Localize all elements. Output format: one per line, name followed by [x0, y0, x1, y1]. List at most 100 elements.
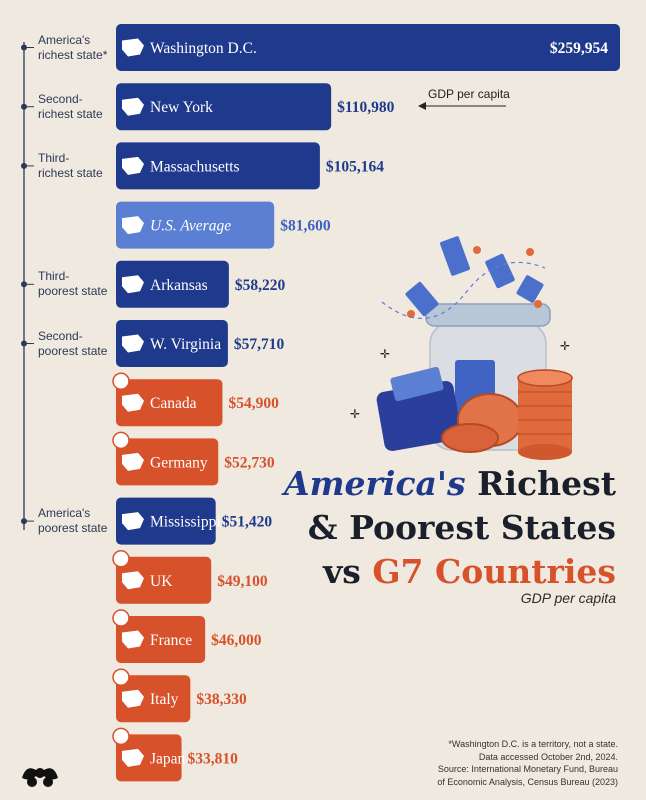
wallet-bills-icon: [390, 366, 444, 402]
bar-value-label: $105,164: [326, 158, 384, 175]
rank-annotation-line: poorest state: [38, 284, 108, 299]
bar-value-label: $54,900: [228, 395, 279, 412]
bar: [116, 201, 275, 249]
rank-annotation-line: Second-: [38, 91, 83, 106]
banknote-icon: [485, 253, 515, 289]
title-part: G7 Countries: [372, 552, 616, 591]
state-map-icon: [122, 275, 144, 294]
bar: [116, 734, 182, 782]
coin-icon: [441, 423, 499, 453]
rank-annotation-line: richest state: [38, 106, 103, 121]
bar: [116, 320, 228, 367]
bar: [116, 260, 229, 308]
country-map-icon: [122, 452, 144, 471]
sparkle-icon: ✛: [380, 347, 390, 361]
sparkle-icon: ✛: [350, 407, 360, 421]
bar: [116, 379, 223, 427]
sparkle-icon: ✛: [560, 339, 570, 353]
state-map-icon: [122, 97, 144, 116]
footnote-line: of Economic Analysis, Census Bureau (202…: [437, 776, 618, 787]
jar-lid-icon: [425, 303, 551, 327]
bar-value-label: $38,330: [196, 691, 247, 708]
rank-annotation: Second-poorest state: [38, 329, 118, 359]
bar: [116, 675, 191, 723]
bar-category-label: UK: [150, 573, 173, 590]
title-part: & Poorest States: [307, 508, 616, 547]
coin-stack-icon: [517, 369, 573, 460]
country-map-icon: [122, 630, 144, 649]
rank-annotation: America's richest state*: [38, 33, 118, 63]
title-part: vs: [323, 552, 361, 591]
bar-category-label: U.S. Average: [150, 218, 231, 235]
bar-category-label: Japan: [150, 750, 186, 767]
flag-icon: [112, 609, 130, 627]
bar-value-label: $259,954: [550, 40, 608, 57]
bar-value-label: $57,710: [234, 336, 285, 353]
flag-icon: [112, 668, 130, 686]
flag-icon: [112, 550, 130, 568]
bar-value-label: $51,420: [222, 514, 273, 531]
illustration-money-jar: ✛ ✛ ✛: [350, 236, 573, 460]
country-map-icon: [122, 748, 144, 767]
flag-icon: [112, 727, 130, 746]
bar-category-label: France: [150, 632, 192, 649]
rank-annotation-line: richest state: [38, 165, 103, 180]
coin-icon: [534, 300, 542, 308]
footnote: *Washington D.C. is a territory, not a s…: [437, 738, 618, 788]
bar: [116, 616, 206, 663]
chart-subtitle: GDP per capita: [520, 590, 616, 606]
coin-icon: [473, 246, 481, 254]
coin-icon: [407, 310, 415, 318]
banknote-icon: [405, 281, 439, 317]
footnote-line: *Washington D.C. is a territory, not a s…: [448, 739, 618, 749]
bar-category-label: Arkansas: [150, 277, 208, 294]
flag-icon: [112, 431, 130, 450]
footnote-line: Source: International Monetary Fund, Bur…: [437, 764, 618, 774]
state-map-icon: [122, 156, 144, 175]
state-map-icon: [122, 334, 144, 353]
bar-category-label: Canada: [150, 395, 197, 412]
flag-icon: [112, 372, 130, 390]
bar-value-label: $58,220: [235, 277, 286, 294]
rank-annotation-line: Third-: [38, 150, 70, 165]
rank-annotation: America's poorest state: [38, 506, 118, 536]
dashed-arc: [381, 261, 546, 319]
callout-arrowhead: [418, 102, 426, 110]
bar-category-label: W. Virginia: [150, 336, 221, 353]
rank-annotation-line: poorest state: [38, 343, 108, 358]
banknote-icon: [516, 275, 544, 303]
rank-annotation-line: Second-: [38, 328, 83, 343]
callout-label: GDP per capita: [428, 87, 510, 101]
rank-annotation: Second-richest state: [38, 92, 118, 122]
bar-value-label: $33,810: [188, 750, 239, 767]
country-map-icon: [122, 571, 144, 590]
state-map-icon: [122, 38, 144, 57]
bar-category-label: Massachusetts: [150, 158, 240, 175]
rank-annotation-line: America's: [38, 32, 91, 47]
bar-category-label: Germany: [150, 454, 208, 471]
banknote-icon: [440, 236, 470, 276]
state-map-icon: [122, 216, 144, 235]
title-part: America's: [284, 464, 466, 503]
country-map-icon: [122, 393, 144, 412]
bar: [116, 556, 212, 604]
bar-value-label: $52,730: [224, 454, 275, 471]
title-part: Richest: [477, 464, 616, 503]
chart-title: America's Richest & Poorest States vs G7…: [284, 462, 616, 594]
rank-annotation-line: America's: [38, 506, 91, 521]
bar: [116, 497, 216, 545]
bar-value-label: $110,980: [337, 99, 395, 116]
footnote-line: Data accessed October 2nd, 2024.: [478, 751, 618, 762]
bar-value-label: $46,000: [211, 632, 262, 649]
rank-annotation: Third-richest state: [38, 151, 118, 181]
rank-annotation-line: richest state*: [38, 47, 108, 62]
bar: [116, 24, 620, 71]
bar: [116, 83, 332, 131]
bar-value-label: $49,100: [217, 573, 268, 590]
rank-annotation-line: Third-: [38, 269, 70, 284]
bar-value-label: $81,600: [280, 218, 331, 235]
bar-category-label: New York: [150, 99, 213, 116]
bar-category-label: Italy: [150, 691, 179, 708]
rank-annotation-line: poorest state: [38, 521, 108, 536]
